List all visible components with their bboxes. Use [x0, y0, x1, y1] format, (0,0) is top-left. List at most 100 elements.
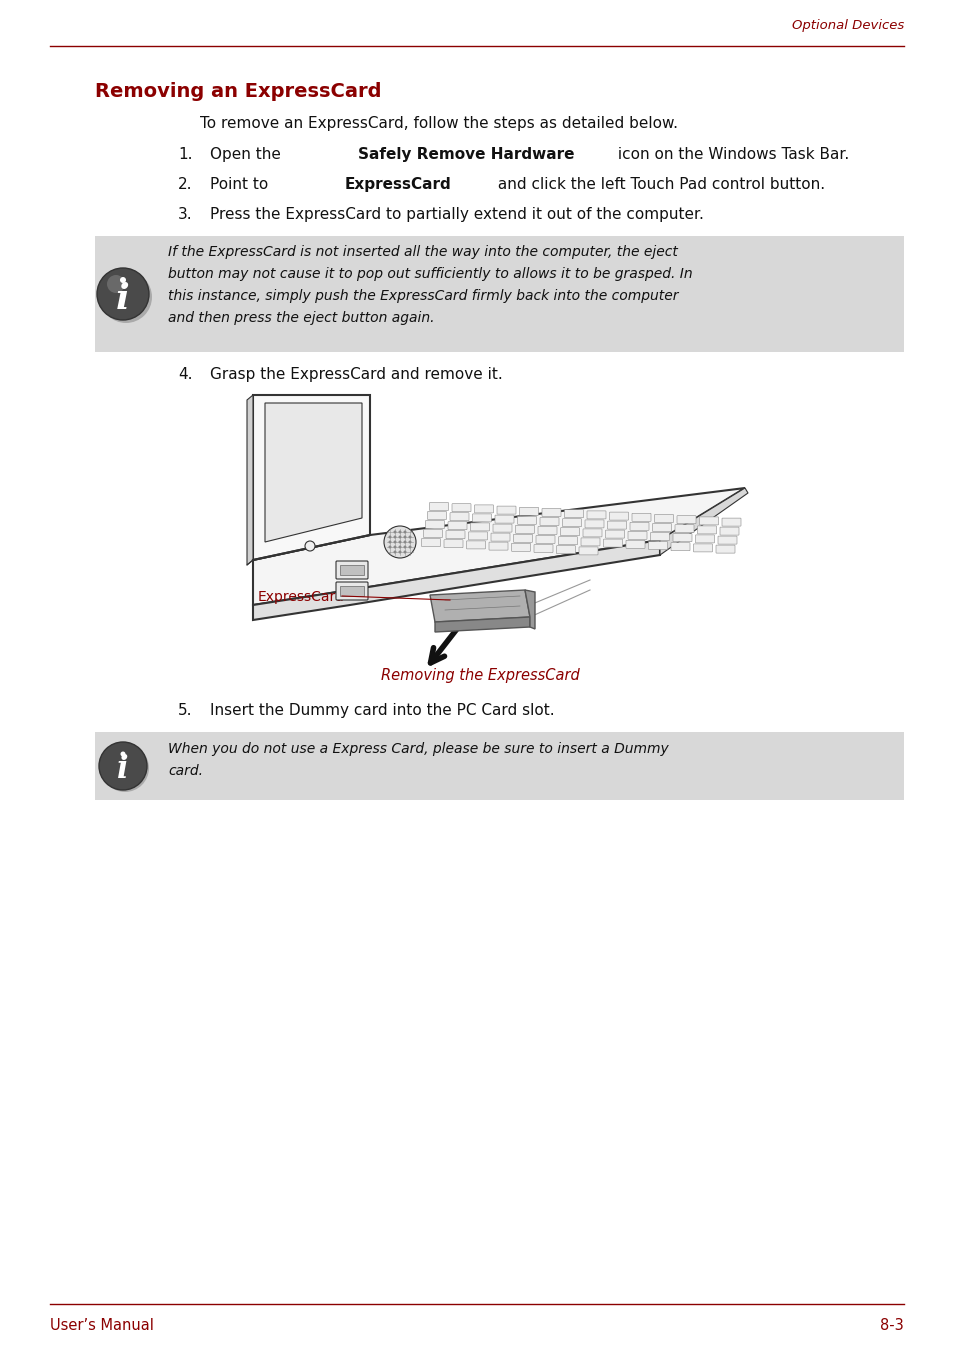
FancyBboxPatch shape — [562, 519, 581, 527]
Circle shape — [107, 276, 125, 293]
FancyBboxPatch shape — [695, 535, 714, 543]
Circle shape — [398, 540, 401, 543]
Circle shape — [305, 540, 314, 551]
FancyBboxPatch shape — [560, 528, 578, 536]
FancyBboxPatch shape — [489, 542, 507, 550]
Polygon shape — [253, 488, 744, 605]
Circle shape — [398, 550, 401, 554]
FancyBboxPatch shape — [652, 523, 671, 531]
FancyBboxPatch shape — [675, 524, 693, 532]
Circle shape — [120, 751, 126, 757]
Text: 8-3: 8-3 — [880, 1319, 903, 1333]
FancyBboxPatch shape — [650, 532, 669, 540]
Polygon shape — [253, 394, 370, 561]
FancyBboxPatch shape — [515, 526, 534, 534]
FancyBboxPatch shape — [534, 544, 553, 553]
FancyBboxPatch shape — [697, 526, 716, 534]
Polygon shape — [435, 617, 530, 632]
FancyBboxPatch shape — [541, 508, 560, 516]
FancyBboxPatch shape — [578, 547, 598, 555]
FancyBboxPatch shape — [721, 517, 740, 526]
FancyBboxPatch shape — [677, 516, 696, 524]
Text: When you do not use a Express Card, please be sure to insert a Dummy: When you do not use a Express Card, plea… — [168, 742, 668, 757]
Text: i: i — [116, 282, 130, 316]
FancyBboxPatch shape — [517, 516, 536, 524]
FancyBboxPatch shape — [580, 538, 599, 546]
FancyBboxPatch shape — [629, 523, 648, 531]
FancyBboxPatch shape — [448, 521, 467, 530]
FancyBboxPatch shape — [446, 531, 464, 539]
Polygon shape — [430, 590, 530, 621]
FancyBboxPatch shape — [470, 523, 489, 531]
Text: Point to: Point to — [210, 177, 273, 192]
Circle shape — [97, 267, 149, 320]
Circle shape — [388, 546, 391, 549]
FancyBboxPatch shape — [423, 530, 442, 538]
Circle shape — [101, 744, 149, 792]
FancyBboxPatch shape — [474, 505, 493, 513]
FancyBboxPatch shape — [627, 531, 646, 539]
FancyBboxPatch shape — [519, 507, 537, 515]
Circle shape — [393, 546, 396, 549]
FancyBboxPatch shape — [539, 517, 558, 526]
FancyBboxPatch shape — [582, 528, 601, 536]
FancyBboxPatch shape — [693, 544, 712, 553]
Circle shape — [408, 535, 411, 539]
FancyBboxPatch shape — [468, 532, 487, 540]
FancyBboxPatch shape — [466, 540, 485, 549]
FancyBboxPatch shape — [609, 512, 628, 520]
Circle shape — [403, 531, 406, 534]
FancyBboxPatch shape — [421, 539, 440, 547]
FancyBboxPatch shape — [556, 546, 575, 554]
FancyBboxPatch shape — [672, 534, 691, 542]
FancyBboxPatch shape — [339, 586, 364, 596]
Text: If the ExpressCard is not inserted all the way into the computer, the eject: If the ExpressCard is not inserted all t… — [168, 245, 678, 259]
Text: Insert the Dummy card into the PC Card slot.: Insert the Dummy card into the PC Card s… — [210, 703, 554, 717]
FancyBboxPatch shape — [625, 540, 644, 549]
Polygon shape — [253, 540, 659, 620]
FancyBboxPatch shape — [654, 515, 673, 523]
Circle shape — [99, 742, 147, 790]
Circle shape — [403, 546, 406, 549]
FancyBboxPatch shape — [491, 534, 510, 542]
FancyBboxPatch shape — [495, 515, 514, 523]
FancyBboxPatch shape — [472, 513, 491, 521]
Circle shape — [393, 531, 396, 534]
Text: 5.: 5. — [178, 703, 193, 717]
Circle shape — [403, 535, 406, 539]
Text: Optional Devices: Optional Devices — [791, 19, 903, 32]
Text: ExpressCard: ExpressCard — [345, 177, 452, 192]
Text: ExpressCard: ExpressCard — [257, 590, 345, 604]
Polygon shape — [265, 403, 361, 542]
Text: Grasp the ExpressCard and remove it.: Grasp the ExpressCard and remove it. — [210, 367, 502, 382]
FancyBboxPatch shape — [335, 561, 368, 580]
FancyBboxPatch shape — [718, 536, 737, 544]
FancyBboxPatch shape — [670, 543, 689, 551]
Text: icon on the Windows Task Bar.: icon on the Windows Task Bar. — [613, 147, 848, 162]
Circle shape — [408, 546, 411, 549]
Circle shape — [398, 546, 401, 549]
Text: 1.: 1. — [178, 147, 193, 162]
Polygon shape — [659, 488, 747, 555]
FancyBboxPatch shape — [429, 503, 448, 511]
FancyBboxPatch shape — [605, 530, 624, 538]
FancyBboxPatch shape — [699, 517, 718, 526]
FancyBboxPatch shape — [720, 527, 739, 535]
FancyBboxPatch shape — [95, 236, 903, 353]
FancyBboxPatch shape — [564, 509, 583, 517]
Text: To remove an ExpressCard, follow the steps as detailed below.: To remove an ExpressCard, follow the ste… — [200, 116, 678, 131]
Circle shape — [388, 535, 391, 539]
Text: Removing the ExpressCard: Removing the ExpressCard — [380, 667, 578, 684]
FancyBboxPatch shape — [584, 520, 603, 528]
Text: button may not cause it to pop out sufficiently to allows it to be grasped. In: button may not cause it to pop out suffi… — [168, 267, 692, 281]
FancyBboxPatch shape — [95, 732, 903, 800]
FancyBboxPatch shape — [443, 539, 462, 547]
Circle shape — [403, 550, 406, 554]
FancyBboxPatch shape — [450, 512, 469, 520]
Text: User’s Manual: User’s Manual — [50, 1319, 153, 1333]
Circle shape — [120, 277, 126, 282]
Text: 3.: 3. — [178, 207, 193, 222]
Circle shape — [398, 535, 401, 539]
FancyBboxPatch shape — [511, 543, 530, 551]
FancyBboxPatch shape — [603, 539, 622, 547]
